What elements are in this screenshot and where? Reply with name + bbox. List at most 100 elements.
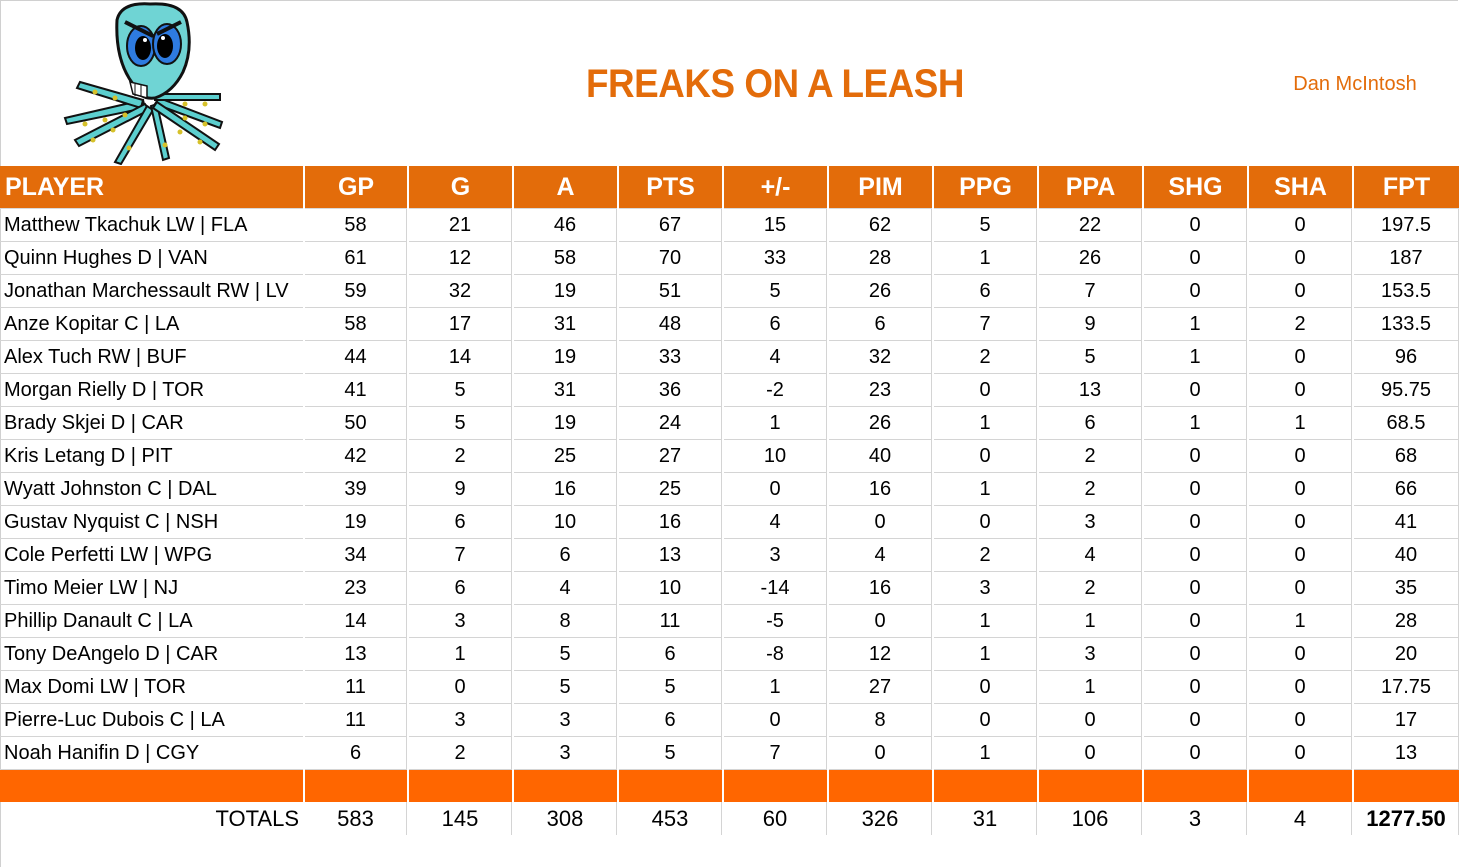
- cell-ppg[interactable]: 7: [934, 308, 1037, 341]
- column-header-gp[interactable]: GP: [305, 166, 407, 209]
- cell-fpt[interactable]: 68: [1354, 440, 1459, 473]
- cell-pim[interactable]: 8: [829, 704, 932, 737]
- cell-gp[interactable]: 11: [305, 671, 407, 704]
- cell-a[interactable]: 19: [514, 407, 617, 440]
- cell-g[interactable]: 2: [409, 737, 512, 770]
- cell-a[interactable]: 10: [514, 506, 617, 539]
- cell-ppg[interactable]: 0: [934, 506, 1037, 539]
- column-header-ppa[interactable]: PPA: [1039, 166, 1142, 209]
- cell-shg[interactable]: 1: [1144, 407, 1247, 440]
- cell-pts[interactable]: 5: [619, 737, 722, 770]
- cell-sha[interactable]: 0: [1249, 242, 1352, 275]
- cell-sha[interactable]: 0: [1249, 440, 1352, 473]
- cell-ppa[interactable]: 1: [1039, 605, 1142, 638]
- cell-a[interactable]: 16: [514, 473, 617, 506]
- cell-pts[interactable]: 11: [619, 605, 722, 638]
- cell-sha[interactable]: 0: [1249, 737, 1352, 770]
- cell-sha[interactable]: 0: [1249, 506, 1352, 539]
- cell-pts[interactable]: 24: [619, 407, 722, 440]
- cell-player[interactable]: Kris Letang D | PIT: [0, 440, 303, 473]
- cell-ppg[interactable]: 1: [934, 605, 1037, 638]
- cell-sha[interactable]: 0: [1249, 572, 1352, 605]
- cell-a[interactable]: 5: [514, 671, 617, 704]
- cell-pim[interactable]: 0: [829, 737, 932, 770]
- cell-g[interactable]: 1: [409, 638, 512, 671]
- cell-g[interactable]: 9: [409, 473, 512, 506]
- cell-sha[interactable]: 0: [1249, 209, 1352, 242]
- cell-player[interactable]: Alex Tuch RW | BUF: [0, 341, 303, 374]
- cell-sha[interactable]: 0: [1249, 671, 1352, 704]
- cell-a[interactable]: 46: [514, 209, 617, 242]
- cell-fpt[interactable]: 197.5: [1354, 209, 1459, 242]
- cell-gp[interactable]: 58: [305, 308, 407, 341]
- cell-g[interactable]: 7: [409, 539, 512, 572]
- cell-g[interactable]: 0: [409, 671, 512, 704]
- cell-a[interactable]: 3: [514, 704, 617, 737]
- cell-ppg[interactable]: 0: [934, 374, 1037, 407]
- cell-ppa[interactable]: 22: [1039, 209, 1142, 242]
- cell-sha[interactable]: 1: [1249, 407, 1352, 440]
- cell-shg[interactable]: 0: [1144, 506, 1247, 539]
- cell-pts[interactable]: 6: [619, 638, 722, 671]
- cell-pim[interactable]: 6: [829, 308, 932, 341]
- cell-fpt[interactable]: 13: [1354, 737, 1459, 770]
- cell-pim[interactable]: 4: [829, 539, 932, 572]
- cell-gp[interactable]: 42: [305, 440, 407, 473]
- cell-plus-minus[interactable]: -14: [724, 572, 827, 605]
- cell-player[interactable]: Pierre-Luc Dubois C | LA: [0, 704, 303, 737]
- cell-plus-minus[interactable]: -2: [724, 374, 827, 407]
- column-header-pim[interactable]: PIM: [829, 166, 932, 209]
- cell-plus-minus[interactable]: 1: [724, 671, 827, 704]
- cell-fpt[interactable]: 66: [1354, 473, 1459, 506]
- cell-ppa[interactable]: 9: [1039, 308, 1142, 341]
- cell-shg[interactable]: 0: [1144, 572, 1247, 605]
- cell-ppa[interactable]: 2: [1039, 572, 1142, 605]
- cell-gp[interactable]: 41: [305, 374, 407, 407]
- cell-pim[interactable]: 62: [829, 209, 932, 242]
- cell-pts[interactable]: 51: [619, 275, 722, 308]
- cell-plus-minus[interactable]: 33: [724, 242, 827, 275]
- cell-plus-minus[interactable]: 0: [724, 473, 827, 506]
- cell-a[interactable]: 25: [514, 440, 617, 473]
- cell-gp[interactable]: 34: [305, 539, 407, 572]
- cell-player[interactable]: Cole Perfetti LW | WPG: [0, 539, 303, 572]
- cell-a[interactable]: 31: [514, 374, 617, 407]
- cell-player[interactable]: Wyatt Johnston C | DAL: [0, 473, 303, 506]
- cell-gp[interactable]: 11: [305, 704, 407, 737]
- cell-a[interactable]: 4: [514, 572, 617, 605]
- cell-g[interactable]: 3: [409, 704, 512, 737]
- cell-sha[interactable]: 0: [1249, 341, 1352, 374]
- cell-player[interactable]: Phillip Danault C | LA: [0, 605, 303, 638]
- cell-sha[interactable]: 2: [1249, 308, 1352, 341]
- cell-player[interactable]: Timo Meier LW | NJ: [0, 572, 303, 605]
- cell-player[interactable]: Noah Hanifin D | CGY: [0, 737, 303, 770]
- cell-ppa[interactable]: 0: [1039, 737, 1142, 770]
- cell-ppg[interactable]: 1: [934, 407, 1037, 440]
- cell-pim[interactable]: 0: [829, 605, 932, 638]
- cell-plus-minus[interactable]: -5: [724, 605, 827, 638]
- column-header-player[interactable]: PLAYER: [0, 166, 303, 209]
- column-header-plus-minus[interactable]: +/-: [724, 166, 827, 209]
- cell-shg[interactable]: 0: [1144, 605, 1247, 638]
- cell-shg[interactable]: 0: [1144, 374, 1247, 407]
- cell-ppa[interactable]: 7: [1039, 275, 1142, 308]
- cell-pts[interactable]: 5: [619, 671, 722, 704]
- cell-pim[interactable]: 16: [829, 572, 932, 605]
- cell-pts[interactable]: 48: [619, 308, 722, 341]
- cell-a[interactable]: 6: [514, 539, 617, 572]
- cell-ppg[interactable]: 1: [934, 737, 1037, 770]
- cell-ppg[interactable]: 5: [934, 209, 1037, 242]
- cell-a[interactable]: 19: [514, 341, 617, 374]
- cell-shg[interactable]: 0: [1144, 209, 1247, 242]
- cell-plus-minus[interactable]: 0: [724, 704, 827, 737]
- cell-plus-minus[interactable]: -8: [724, 638, 827, 671]
- cell-player[interactable]: Quinn Hughes D | VAN: [0, 242, 303, 275]
- cell-pim[interactable]: 27: [829, 671, 932, 704]
- cell-shg[interactable]: 0: [1144, 473, 1247, 506]
- cell-player[interactable]: Matthew Tkachuk LW | FLA: [0, 209, 303, 242]
- cell-plus-minus[interactable]: 4: [724, 341, 827, 374]
- column-header-ppg[interactable]: PPG: [934, 166, 1037, 209]
- cell-fpt[interactable]: 68.5: [1354, 407, 1459, 440]
- cell-shg[interactable]: 0: [1144, 440, 1247, 473]
- cell-gp[interactable]: 59: [305, 275, 407, 308]
